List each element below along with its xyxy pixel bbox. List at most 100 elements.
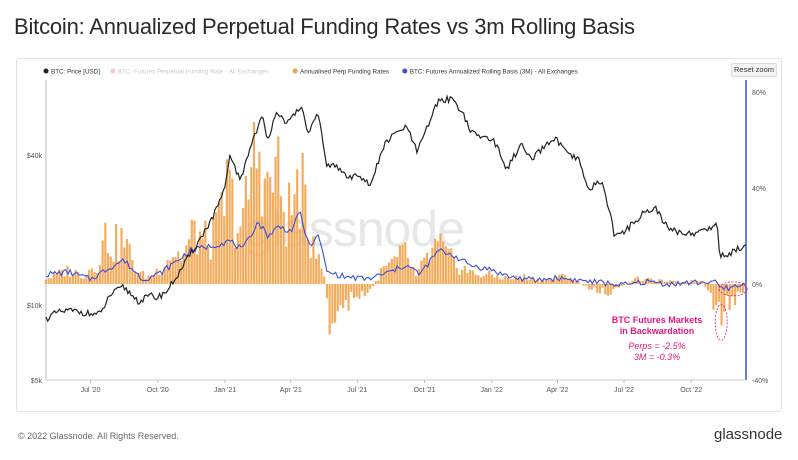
perp-funding-bar [552,279,556,284]
perp-funding-bar [490,274,493,284]
perp-funding-bar [231,178,234,284]
perp-funding-bar [631,280,634,284]
annotation-line2: in Backwardation [620,326,695,336]
perp-funding-bar [628,282,631,284]
perp-funding-bar [561,273,564,284]
perp-funding-bar [590,284,593,290]
perp-funding-bar [585,284,588,286]
perp-funding-bar [98,265,101,284]
perp-funding-bar [636,276,639,284]
perp-funding-bar [301,152,304,284]
perp-funding-bar [620,284,623,287]
series-lines [45,94,747,323]
perp-funding-bar [331,284,334,324]
perp-funding-bar [709,284,712,294]
perp-funding-bar [504,275,507,284]
perp-funding-bar [539,281,542,284]
perp-funding-bar [739,284,742,293]
perp-funding-bar [417,268,420,284]
perp-funding-bar [239,226,242,284]
perp-funding-bar [169,260,172,284]
perp-funding-bar [252,121,256,284]
perp-funding-bar [733,284,737,306]
y-right-tick-label: 0% [752,282,762,289]
perp-funding-bar [479,277,483,284]
y-left-tick-label: $10k [27,303,43,310]
perp-funding-bar [496,275,499,284]
perp-funding-bar [601,284,604,288]
perp-funding-bar [369,284,372,289]
perp-funding-bar [742,284,745,294]
perp-funding-bar [506,278,510,284]
perp-funding-bar [177,251,180,284]
perp-funding-bar [382,266,385,284]
perp-funding-bar [271,192,274,284]
perp-funding-bar [333,284,337,323]
perp-funding-bar [639,281,642,284]
perp-funding-bar [117,261,120,284]
perp-funding-bar [544,280,547,284]
perp-funding-bar [109,256,112,284]
perp-funding-bar [185,245,188,284]
perp-funding-bar [350,284,353,292]
perp-funding-bar [596,284,599,293]
footer-brand-logo: glassnode [714,426,783,443]
perp-funding-bar [161,273,164,284]
perp-funding-bar [269,177,272,284]
perp-funding-bar [736,284,739,292]
perp-funding-bar [206,246,210,284]
perp-funding-bar [679,282,683,284]
perp-funding-bar [444,246,447,284]
perp-funding-bar [128,243,131,284]
perp-funding-bar [166,260,169,284]
perp-funding-bar [182,254,185,284]
perp-funding-bar [277,136,280,284]
y-right-tick-label: 80% [752,90,766,97]
perp-funding-bar [455,267,458,284]
perp-funding-bar [285,246,288,284]
perp-funding-bar [115,223,118,284]
perp-funding-bar [542,279,545,284]
perp-funding-bar [77,272,80,284]
perp-funding-bar [463,265,466,284]
perp-funding-bar [74,269,77,284]
perp-funding-bar [498,279,501,284]
perp-funding-bar [282,212,285,284]
perp-funding-bar [90,268,93,284]
perp-funding-bar [642,280,645,284]
perp-funding-bar [188,239,191,284]
x-tick-label: Jul '20 [81,387,101,394]
perp-funding-bar [50,278,53,284]
perp-funding-bar [144,278,147,284]
perp-funding-bar [701,283,704,284]
perp-funding-bar [179,261,183,284]
perp-funding-bar [661,279,664,284]
perp-funding-bar [320,268,323,284]
annotation-line1: BTC Futures Markets [612,315,703,325]
perp-funding-bar [398,245,401,284]
perp-funding-bar [317,254,320,284]
perp-funding-bar [509,279,512,284]
perp-funding-bar [731,284,734,296]
perp-funding-bar [355,284,358,297]
perp-funding-bar [477,275,480,284]
perp-funding-bar [493,277,496,284]
perp-funding-bar [158,274,161,284]
perp-funding-bar [436,241,439,284]
perp-funding-bar [569,277,572,284]
reset-zoom-button[interactable]: Reset zoom [731,63,777,77]
perp-funding-bar [236,233,239,284]
perp-funding-bar [471,270,474,284]
perp-funding-bar [536,278,539,284]
perp-funding-bar [55,273,58,284]
legend-marker [402,68,408,74]
perp-funding-bar [523,274,526,284]
perp-funding-bar [393,256,396,284]
perp-funding-bar [71,274,74,284]
perp-funding-bar [396,257,399,284]
x-tick-label: Apr '21 [280,387,302,394]
perp-funding-bar [488,270,491,284]
legend[interactable]: BTC: Price [USD] BTC: Futures Perpetual F… [43,68,578,76]
x-tick-label: Jul '21 [347,387,367,394]
